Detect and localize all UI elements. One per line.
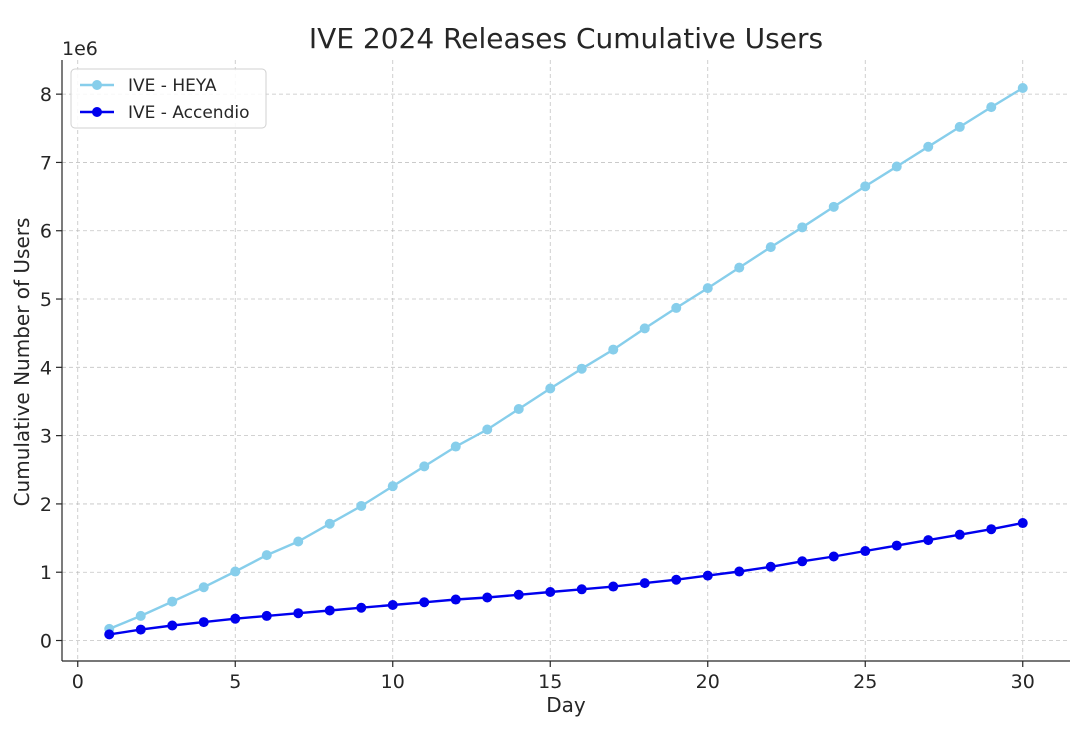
data-point bbox=[482, 592, 493, 603]
y-tick-label: 7 bbox=[40, 152, 52, 174]
data-point bbox=[765, 242, 776, 253]
x-axis-label: Day bbox=[546, 693, 586, 717]
data-point bbox=[230, 566, 241, 577]
data-point bbox=[860, 546, 871, 557]
data-point bbox=[765, 561, 776, 572]
legend: IVE - HEYA IVE - Accendio bbox=[70, 68, 267, 129]
data-point bbox=[419, 461, 430, 472]
data-point bbox=[608, 581, 619, 592]
data-point bbox=[828, 201, 839, 212]
data-point bbox=[923, 141, 934, 152]
data-point bbox=[261, 610, 272, 621]
data-point bbox=[135, 610, 146, 621]
data-point bbox=[230, 613, 241, 624]
y-offset-label: 1e6 bbox=[62, 38, 98, 60]
y-tick-label: 0 bbox=[40, 631, 52, 653]
data-point bbox=[986, 102, 997, 113]
y-axis-label: Cumulative Number of Users bbox=[10, 218, 34, 507]
data-point bbox=[860, 181, 871, 192]
chart-title: IVE 2024 Releases Cumulative Users bbox=[309, 22, 823, 55]
data-point bbox=[923, 535, 934, 546]
y-tick-label: 6 bbox=[40, 221, 52, 243]
data-point bbox=[671, 574, 682, 585]
data-point bbox=[1017, 83, 1028, 94]
y-tick-label: 3 bbox=[40, 426, 52, 448]
series-2 bbox=[104, 518, 1028, 640]
data-point bbox=[135, 624, 146, 635]
data-point bbox=[450, 594, 461, 605]
data-point bbox=[891, 161, 902, 172]
series-line bbox=[109, 521, 1024, 636]
data-point bbox=[734, 262, 745, 273]
legend-label: IVE - HEYA bbox=[128, 76, 217, 96]
data-point bbox=[576, 363, 587, 374]
data-point bbox=[324, 605, 335, 616]
data-point bbox=[356, 500, 367, 511]
legend-item: IVE - Accendio bbox=[80, 103, 250, 123]
data-point bbox=[671, 302, 682, 313]
data-point bbox=[198, 582, 209, 593]
y-tick-label: 4 bbox=[40, 357, 52, 379]
data-point bbox=[513, 589, 524, 600]
data-point bbox=[608, 344, 619, 355]
data-point bbox=[797, 556, 808, 567]
x-tick-label: 30 bbox=[1011, 671, 1035, 693]
data-point bbox=[387, 599, 398, 610]
x-tick-label: 0 bbox=[72, 671, 84, 693]
data-point bbox=[954, 121, 965, 132]
data-point bbox=[293, 536, 304, 547]
data-point bbox=[356, 602, 367, 613]
series-group bbox=[104, 83, 1028, 640]
data-point bbox=[167, 596, 178, 607]
data-point bbox=[702, 283, 713, 294]
data-point bbox=[198, 617, 209, 628]
data-point bbox=[891, 540, 902, 551]
legend-label: IVE - Accendio bbox=[128, 103, 250, 123]
series-line bbox=[108, 86, 1024, 631]
data-point bbox=[702, 570, 713, 581]
axes: 0 5 10 15 20 25 30 0 1 2 3 4 5 6 7 8 bbox=[40, 60, 1070, 693]
legend-item: IVE - HEYA bbox=[80, 76, 217, 96]
y-tick-label: 5 bbox=[40, 289, 52, 311]
legend-swatch-marker bbox=[92, 80, 102, 90]
legend-swatch-marker bbox=[92, 107, 102, 117]
data-point bbox=[828, 551, 839, 562]
data-point bbox=[545, 383, 556, 394]
data-point bbox=[167, 620, 178, 631]
data-point bbox=[450, 441, 461, 452]
y-tick-label: 8 bbox=[40, 84, 52, 106]
x-tick-label: 15 bbox=[538, 671, 562, 693]
data-point bbox=[261, 550, 272, 561]
x-tick-label: 10 bbox=[381, 671, 405, 693]
grid bbox=[62, 60, 1070, 661]
y-tick-label: 1 bbox=[40, 562, 52, 584]
x-tick-label: 5 bbox=[229, 671, 241, 693]
data-point bbox=[1017, 518, 1028, 529]
data-point bbox=[513, 403, 524, 414]
data-point bbox=[986, 524, 997, 535]
data-point bbox=[954, 529, 965, 540]
data-point bbox=[419, 597, 430, 608]
data-point bbox=[293, 608, 304, 619]
data-point bbox=[104, 629, 115, 640]
data-point bbox=[482, 424, 493, 435]
data-point bbox=[639, 578, 650, 589]
data-point bbox=[797, 222, 808, 233]
data-point bbox=[387, 481, 398, 492]
data-point bbox=[734, 566, 745, 577]
data-point bbox=[576, 584, 587, 595]
data-point bbox=[324, 518, 335, 529]
x-tick-label: 20 bbox=[696, 671, 720, 693]
series-1 bbox=[104, 83, 1028, 634]
y-tick-label: 2 bbox=[40, 494, 52, 516]
x-tick-label: 25 bbox=[853, 671, 877, 693]
data-point bbox=[639, 323, 650, 334]
data-point bbox=[545, 587, 556, 598]
legend-box bbox=[70, 68, 267, 129]
